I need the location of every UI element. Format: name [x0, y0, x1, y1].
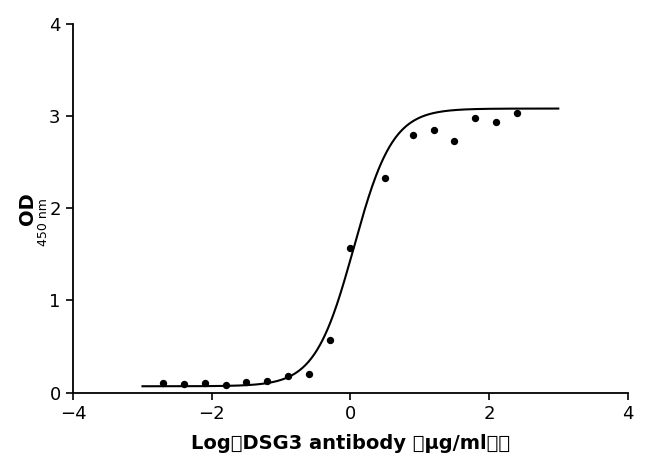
- Text: 450 nm: 450 nm: [38, 198, 51, 246]
- Point: [512, 110, 522, 117]
- Point: [408, 132, 418, 139]
- X-axis label: Log（DSG3 antibody （μg/ml））: Log（DSG3 antibody （μg/ml））: [191, 434, 510, 454]
- Point: [158, 380, 168, 387]
- Point: [262, 377, 272, 384]
- Point: [179, 381, 189, 388]
- Point: [470, 114, 480, 122]
- Point: [449, 137, 460, 145]
- Point: [220, 382, 231, 389]
- Point: [283, 372, 293, 380]
- Point: [380, 174, 390, 181]
- Point: [200, 380, 210, 387]
- Point: [491, 118, 501, 126]
- Point: [428, 126, 439, 133]
- Point: [324, 337, 335, 344]
- Point: [241, 378, 252, 385]
- Point: [304, 370, 314, 378]
- Text: OD: OD: [18, 192, 37, 225]
- Point: [345, 244, 356, 251]
